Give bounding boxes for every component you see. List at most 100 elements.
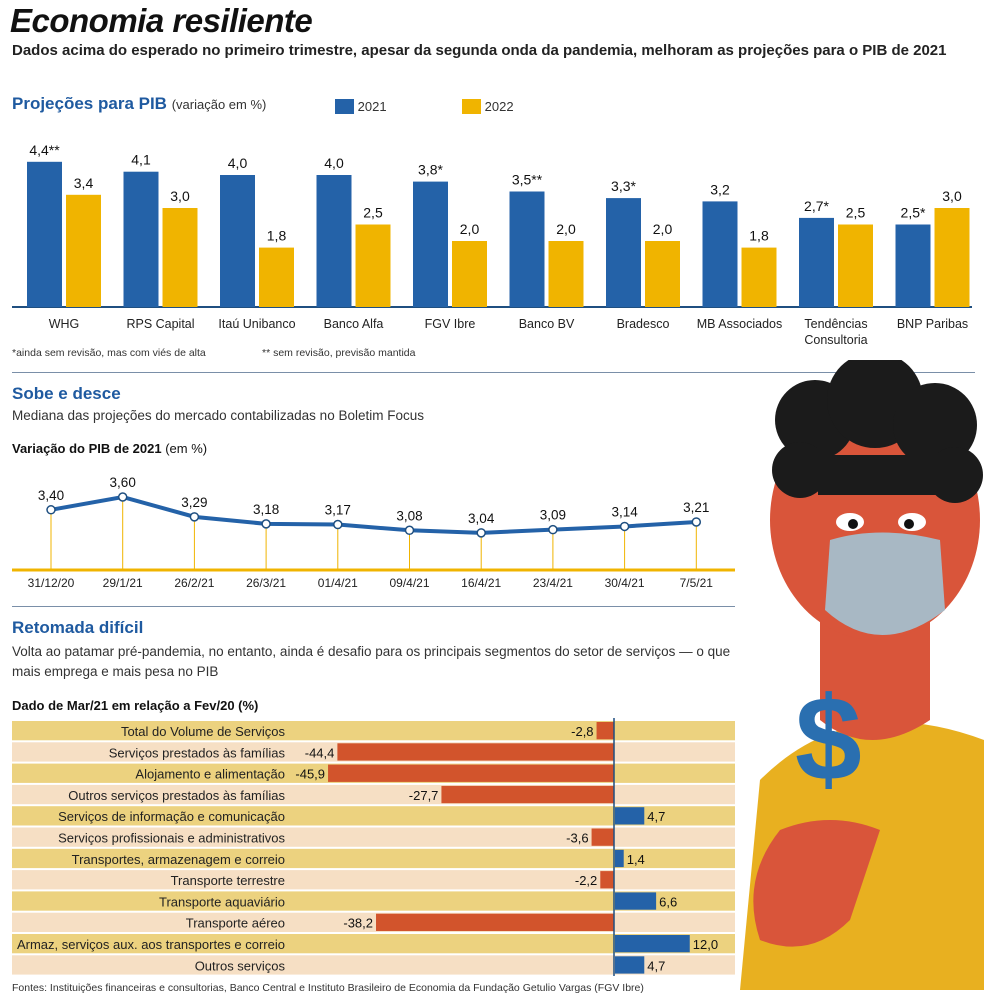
- bar-positive: [615, 892, 657, 910]
- bar-2021: [27, 161, 62, 307]
- data-point: [691, 517, 702, 527]
- bar-value-label: 4,0: [228, 155, 248, 171]
- point-value-label: 3,29: [181, 495, 207, 510]
- bar-2021: [702, 201, 738, 307]
- divider: [12, 606, 735, 607]
- bar-value-label: 3,3*: [611, 178, 636, 194]
- bar-value-label: 6,6: [659, 894, 677, 909]
- category-label: WHG: [49, 317, 80, 331]
- x-tick-label: 01/4/21: [318, 576, 358, 590]
- bar-value-label: 4,4**: [29, 142, 60, 158]
- bar-2021: [123, 171, 159, 307]
- data-point: [261, 519, 271, 529]
- bar-value-label: 4,0: [324, 155, 344, 171]
- footnote-1: *ainda sem revisão, mas com viés de alta: [12, 347, 206, 359]
- point-value-label: 3,18: [253, 502, 279, 517]
- row-label: Transportes, armazenagem e correio: [72, 852, 285, 867]
- bar-negative: [337, 743, 614, 761]
- hbar-section-subtitle: Volta ao patamar pré-pandemia, no entant…: [12, 644, 731, 679]
- bar-chart-title: Projeções para PIB (variação em %): [12, 94, 266, 114]
- line-section-subtitle: Mediana das projeções do mercado contabi…: [12, 408, 424, 423]
- bar-value-label: -2,8: [571, 724, 593, 739]
- row-band: [12, 891, 735, 911]
- masked-person-holding-dollar-icon: $: [740, 360, 984, 990]
- bar-value-label: 3,5**: [512, 172, 543, 188]
- point-value-label: 3,08: [396, 508, 422, 523]
- bar-value-label: -27,7: [409, 788, 439, 803]
- bar-positive: [615, 935, 690, 953]
- bar-2021: [895, 224, 931, 307]
- bar-negative: [591, 828, 614, 846]
- category-label-line: Tendências: [804, 317, 867, 331]
- hbar-chart-title: Dado de Mar/21 em relação a Fev/20 (%): [12, 698, 259, 713]
- page-subtitle: Dados acima do esperado no primeiro trim…: [12, 42, 947, 59]
- row-label: Serviços prestados às famílias: [109, 745, 286, 760]
- bar-negative: [441, 785, 614, 804]
- legend-swatch-2021: [335, 99, 354, 114]
- bar-value-label: 4,7: [647, 958, 665, 973]
- bar-value-label: -38,2: [343, 916, 373, 931]
- data-point: [476, 528, 486, 538]
- x-tick-label: 23/4/21: [533, 576, 573, 590]
- page-title: Economia resiliente: [10, 2, 313, 39]
- bar-2022: [741, 247, 777, 307]
- legend-label-2021: 2021: [357, 99, 387, 114]
- row-band: [12, 806, 735, 826]
- point-value-label: 3,60: [110, 475, 136, 490]
- row-label: Alojamento e alimentação: [135, 767, 285, 782]
- bar-2022: [934, 208, 970, 307]
- row-label: Transporte terrestre: [171, 873, 285, 888]
- bar-value-label: -3,6: [566, 831, 588, 846]
- category-label-line: Consultoria: [804, 333, 867, 347]
- bar-value-label: 2,0: [653, 221, 673, 237]
- legend-2022: 2022: [462, 99, 514, 114]
- data-point: [548, 524, 558, 535]
- point-value-label: 3,17: [325, 503, 351, 518]
- bar-value-label: 3,0: [942, 188, 962, 204]
- category-label: FGV Ibre: [425, 317, 476, 331]
- category-label: Tendências Consultoria: [804, 317, 867, 347]
- bar-chart-title-note: (variação em %): [171, 97, 267, 112]
- bar-value-label: 2,7*: [804, 198, 829, 214]
- bar-value-label: 4,1: [131, 152, 151, 168]
- bar-value-label: 2,0: [460, 221, 480, 237]
- row-band: [12, 912, 735, 932]
- bar-chart-title-text: Projeções para PIB: [12, 94, 167, 113]
- data-point: [46, 505, 56, 515]
- projections-bar-chart: 4,4** 3,4 WHG 4,1 3,0 RPS Capital 4,0 1,8 Itaú U…: [12, 142, 972, 347]
- point-value-label: 3,40: [38, 488, 64, 503]
- bar-negative: [376, 913, 614, 931]
- category-label: Itaú Unibanco: [218, 317, 295, 331]
- row-label: Armaz, serviços aux. aos transportes e c…: [17, 937, 285, 952]
- bar-value-label: 2,0: [556, 221, 576, 237]
- bar-2022: [645, 241, 680, 307]
- bar-value-label: 2,5*: [901, 205, 926, 221]
- bar-2022: [66, 194, 101, 307]
- point-value-label: 3,09: [540, 508, 566, 523]
- footnote-2: ** sem revisão, previsão mantida: [262, 347, 416, 359]
- row-label: Transporte aquaviário: [159, 894, 285, 909]
- bar-value-label: 2,5: [846, 205, 866, 221]
- bar-value-label: -2,2: [575, 873, 597, 888]
- divider: [12, 372, 975, 373]
- data-point: [117, 492, 128, 502]
- row-band: [12, 955, 735, 975]
- row-band: [12, 848, 735, 869]
- category-label: RPS Capital: [126, 317, 194, 331]
- line-chart-title: Variação do PIB de 2021 (em %): [12, 441, 207, 456]
- x-tick-label: 31/12/20: [28, 576, 75, 590]
- category-label: Banco BV: [519, 317, 575, 331]
- x-tick-label: 26/2/21: [174, 576, 214, 590]
- row-band: [12, 934, 735, 954]
- gdp-line: [50, 494, 697, 535]
- line-section-title: Sobe e desce: [12, 384, 121, 403]
- bar-negative: [600, 871, 614, 889]
- category-label: Banco Alfa: [324, 317, 384, 331]
- bar-value-label: 1,8: [749, 228, 769, 244]
- data-point: [619, 521, 630, 532]
- row-label: Serviços de informação e comunicação: [58, 809, 285, 824]
- bar-positive: [615, 849, 624, 868]
- legend-swatch-2022: [462, 99, 481, 114]
- point-value-label: 3,21: [683, 500, 709, 515]
- bar-2022: [452, 241, 487, 307]
